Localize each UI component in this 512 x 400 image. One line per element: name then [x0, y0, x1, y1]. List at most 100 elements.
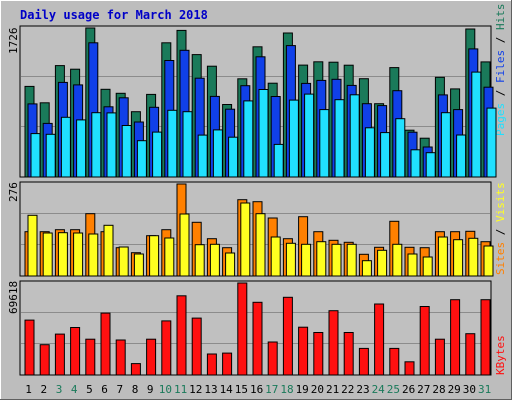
bar-pages-day-29 — [456, 134, 467, 178]
bar-sites-day-24 — [377, 249, 388, 277]
bar-pages-day-25 — [395, 118, 406, 178]
bar-kbytes-day-2 — [39, 344, 50, 376]
bar-kbytes-day-5 — [85, 338, 96, 376]
chart-title: Daily usage for March 2018 — [20, 8, 208, 22]
bar-pages-day-21 — [334, 99, 345, 178]
bar-sites-day-22 — [346, 243, 357, 277]
bar-pages-day-7 — [121, 125, 132, 178]
bar-sites-day-30 — [468, 237, 479, 277]
bar-pages-day-5 — [91, 112, 102, 178]
bar-pages-day-28 — [440, 112, 451, 178]
bar-kbytes-day-22 — [343, 332, 354, 376]
bar-kbytes-day-28 — [434, 338, 445, 376]
x-tick-label-22: 22 — [341, 383, 354, 396]
legend-visits-label: Visits — [494, 182, 507, 222]
x-tick-label-21: 21 — [326, 383, 339, 396]
bar-pages-day-23 — [364, 127, 375, 178]
bar-pages-day-8 — [136, 140, 147, 178]
bar-sites-day-9 — [149, 235, 160, 277]
x-tick-label-15: 15 — [235, 383, 248, 396]
bar-sites-day-5 — [88, 233, 99, 277]
bar-sites-day-4 — [73, 232, 84, 277]
bar-kbytes-day-6 — [100, 312, 111, 376]
bar-sites-day-13 — [209, 243, 220, 277]
x-tick-label-31: 31 — [478, 383, 491, 396]
bar-sites-day-26 — [407, 253, 418, 277]
bar-kbytes-day-3 — [54, 333, 65, 376]
bar-pages-day-24 — [380, 132, 391, 178]
bar-pages-day-3 — [60, 116, 71, 178]
bar-sites-day-14 — [225, 252, 236, 277]
legend-sites-label: Sites — [494, 242, 507, 275]
bar-sites-day-25 — [392, 243, 403, 277]
x-tick-label-14: 14 — [220, 383, 234, 396]
bar-pages-day-12 — [197, 134, 208, 178]
bar-pages-day-4 — [76, 119, 87, 178]
bar-pages-day-13 — [212, 129, 223, 178]
bar-kbytes-day-31 — [480, 299, 491, 376]
bar-kbytes-day-14 — [222, 352, 233, 376]
bar-pages-day-31 — [486, 107, 497, 178]
legend-visits-sites: Sites / Visits — [494, 182, 507, 275]
x-tick-label-30: 30 — [463, 383, 476, 396]
legend-sep-1: / — [494, 83, 507, 103]
bar-sites-day-20 — [316, 241, 327, 277]
bar-kbytes-day-29 — [450, 299, 461, 376]
visits-ymax-label: 276 — [7, 182, 20, 202]
legend-hits-label: Hits — [494, 4, 507, 31]
bar-sites-day-3 — [57, 232, 68, 277]
bar-pages-day-2 — [45, 133, 56, 178]
x-tick-label-4: 4 — [71, 383, 78, 396]
kbytes-ymax-label: 69618 — [7, 281, 20, 314]
bar-sites-day-27 — [422, 256, 433, 277]
bar-kbytes-day-16 — [252, 301, 263, 376]
bar-kbytes-day-10 — [161, 320, 172, 376]
bar-kbytes-day-9 — [146, 338, 157, 376]
bar-kbytes-day-27 — [419, 306, 430, 376]
bar-sites-day-31 — [483, 245, 494, 277]
bars-layer — [24, 27, 497, 376]
x-tick-label-24: 24 — [372, 383, 386, 396]
x-tick-label-16: 16 — [250, 383, 263, 396]
x-tick-label-8: 8 — [132, 383, 139, 396]
bar-kbytes-day-30 — [465, 333, 476, 376]
bar-sites-day-16 — [255, 213, 266, 277]
bar-sites-day-21 — [331, 243, 342, 277]
bar-kbytes-day-19 — [298, 326, 309, 376]
bar-pages-day-14 — [228, 136, 239, 178]
x-tick-label-23: 23 — [356, 383, 369, 396]
bar-pages-day-26 — [410, 149, 421, 178]
x-tick-label-26: 26 — [402, 383, 415, 396]
bar-kbytes-day-21 — [328, 310, 339, 376]
bar-kbytes-day-1 — [24, 319, 35, 376]
x-tick-label-7: 7 — [116, 383, 123, 396]
x-tick-label-25: 25 — [387, 383, 400, 396]
bar-sites-day-6 — [103, 224, 114, 277]
bar-sites-day-23 — [361, 260, 372, 277]
x-tick-label-6: 6 — [101, 383, 108, 396]
bar-sites-day-2 — [42, 232, 53, 277]
bar-pages-day-18 — [288, 99, 299, 178]
bar-sites-day-18 — [285, 242, 296, 277]
bar-kbytes-day-11 — [176, 295, 187, 376]
bar-kbytes-day-12 — [191, 317, 202, 376]
legend-sep-2: / — [494, 30, 507, 50]
x-tick-label-2: 2 — [40, 383, 47, 396]
legend-kbytes: KBytes — [494, 335, 507, 375]
bar-pages-day-16 — [258, 89, 269, 178]
bar-sites-day-12 — [194, 244, 205, 277]
bar-kbytes-day-20 — [313, 332, 324, 376]
legend-kbytes-label: KBytes — [494, 335, 507, 375]
bar-kbytes-day-4 — [70, 327, 81, 376]
bar-sites-day-17 — [270, 236, 281, 277]
legend-pages-label: Pages — [494, 103, 507, 136]
bar-kbytes-day-8 — [130, 363, 141, 376]
bar-kbytes-day-23 — [358, 347, 369, 376]
x-tick-label-19: 19 — [296, 383, 309, 396]
bar-sites-day-10 — [164, 237, 175, 277]
bar-pages-day-6 — [106, 112, 117, 178]
bar-kbytes-day-18 — [282, 296, 293, 376]
bar-pages-day-1 — [30, 133, 41, 178]
legend-files-label: Files — [494, 50, 507, 83]
